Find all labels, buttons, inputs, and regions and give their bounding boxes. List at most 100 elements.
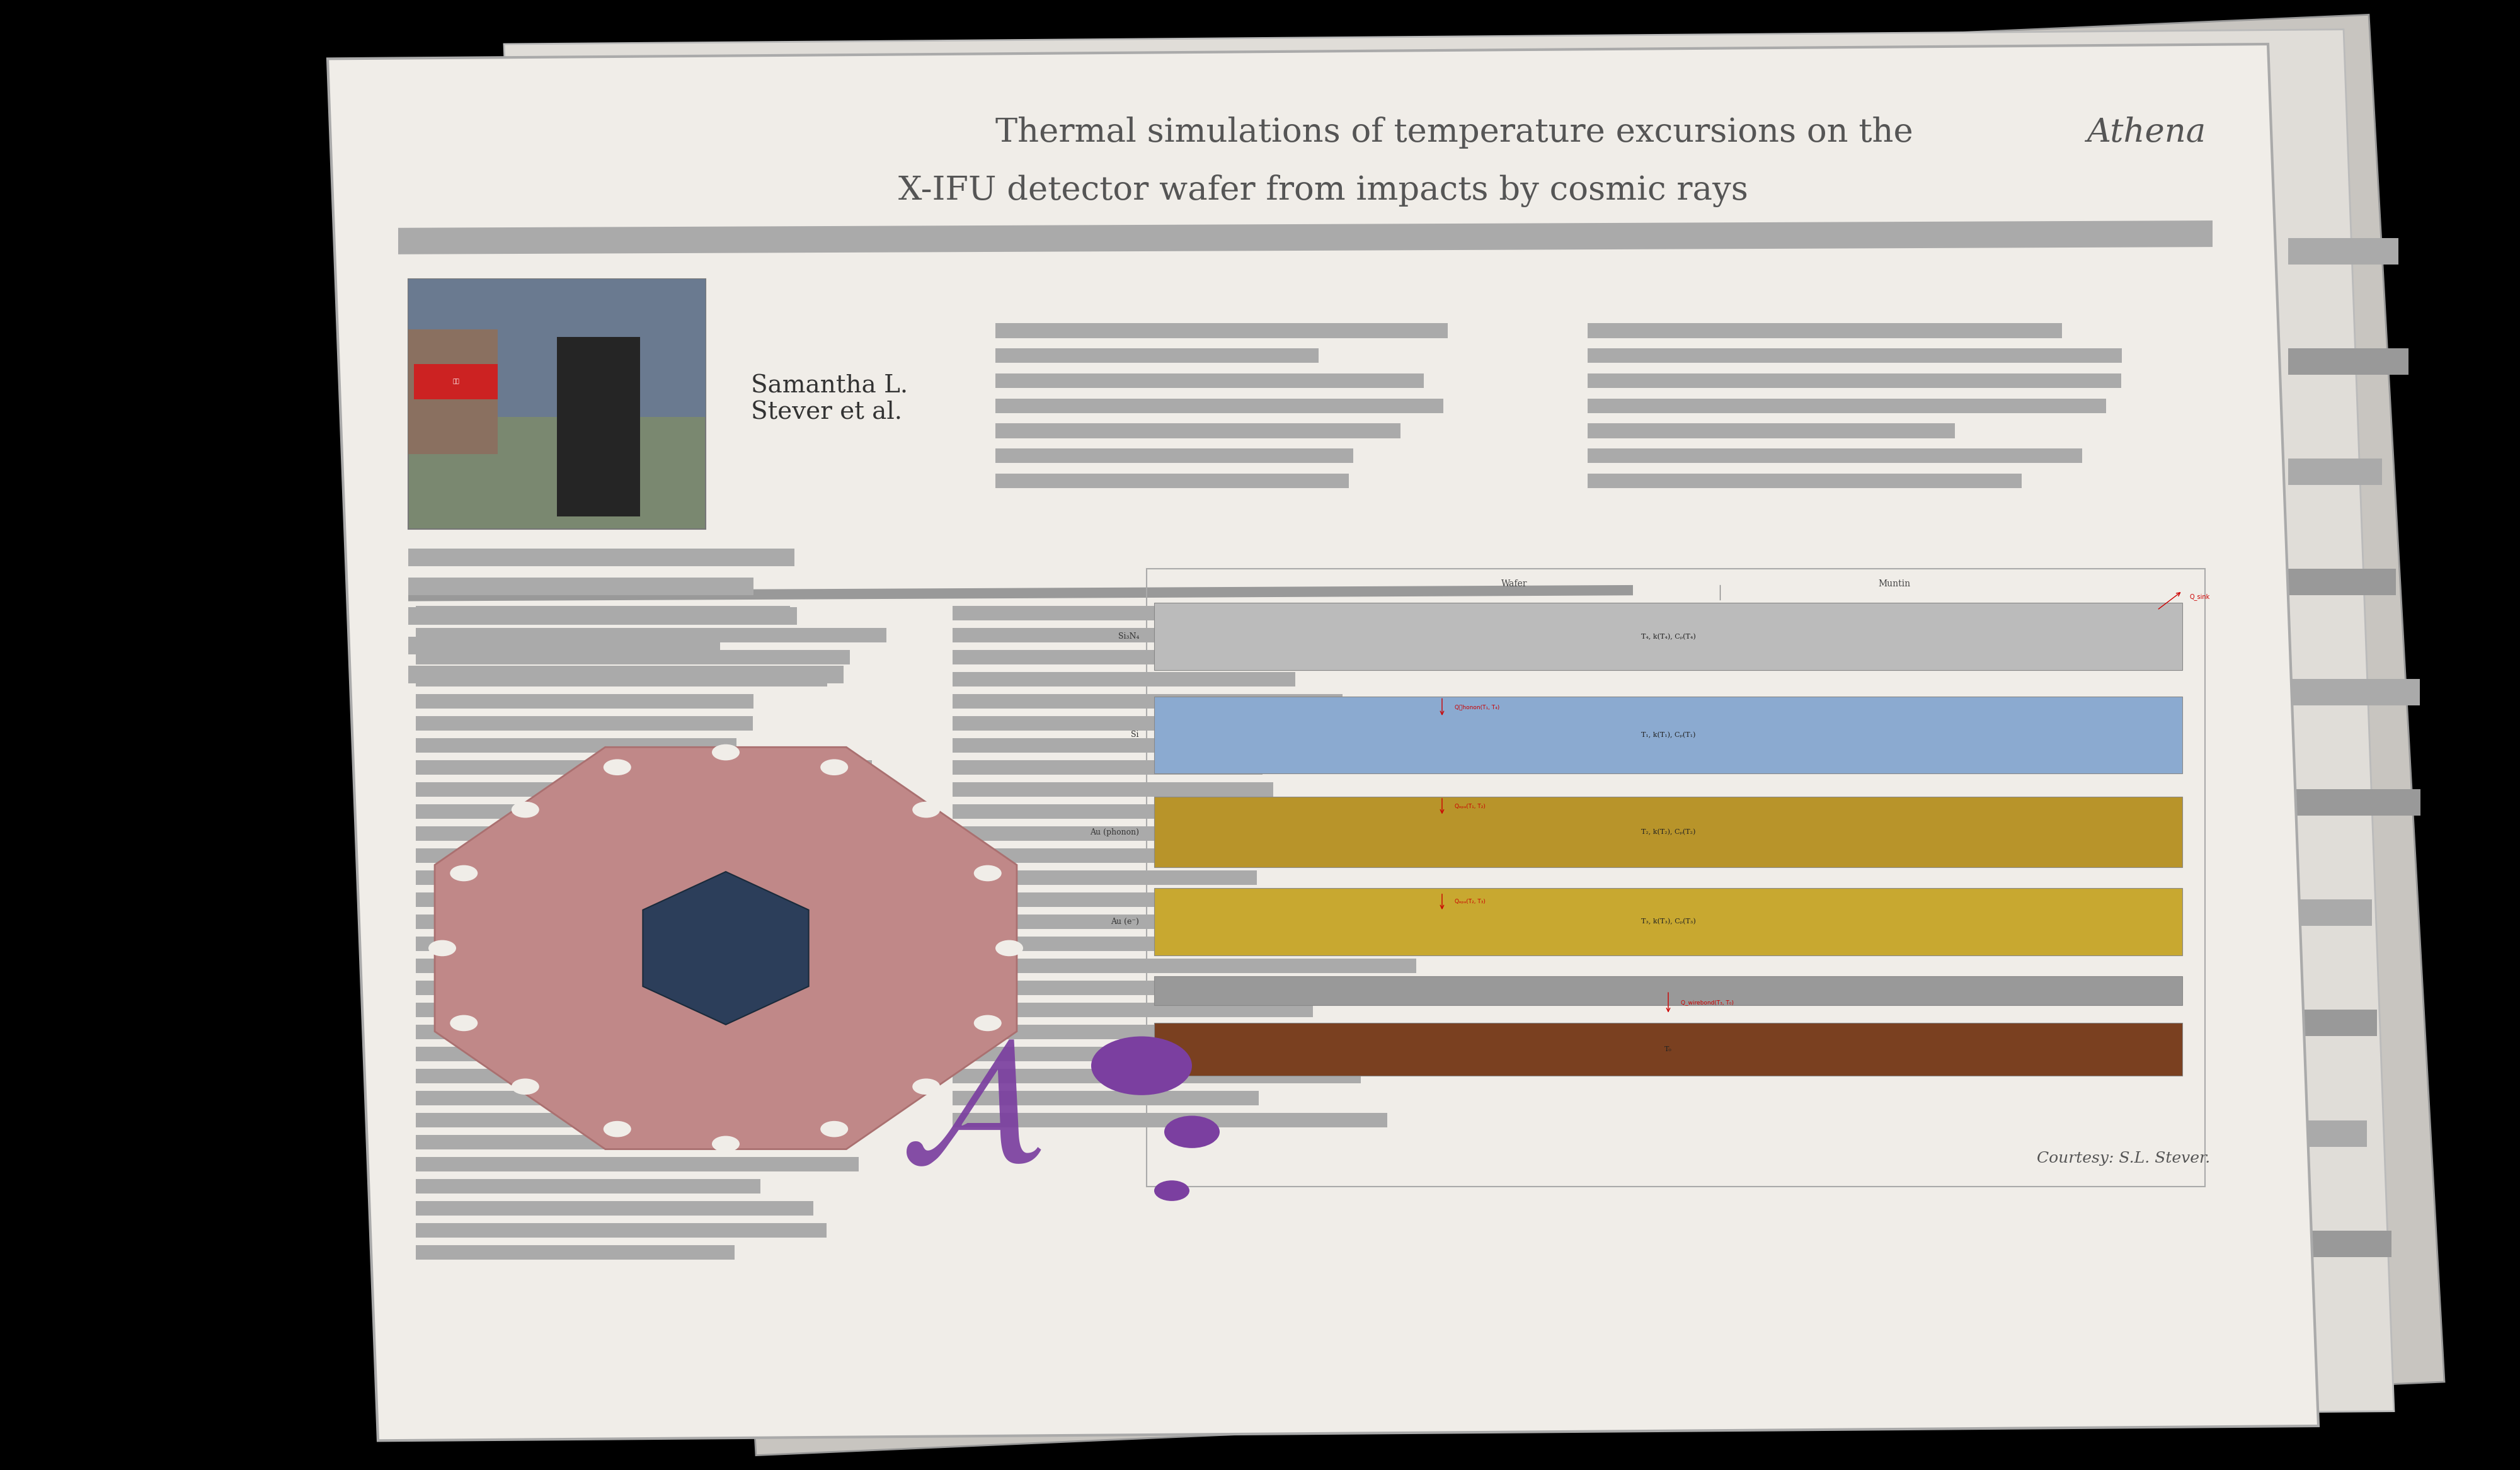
Circle shape — [512, 1079, 539, 1095]
Bar — [416, 1047, 829, 1061]
Bar — [953, 870, 1257, 885]
Bar — [953, 958, 1416, 973]
Bar — [953, 716, 1303, 731]
Bar — [408, 548, 794, 566]
Bar — [408, 578, 753, 595]
Bar — [413, 365, 496, 400]
Bar — [416, 672, 827, 686]
Bar — [2288, 1120, 2366, 1147]
Text: 日本: 日本 — [454, 379, 459, 385]
Bar — [416, 958, 779, 973]
Bar — [995, 348, 1318, 363]
Bar — [416, 892, 764, 907]
Bar — [1154, 697, 2182, 773]
Bar — [1588, 473, 2021, 488]
Text: T₁, k(T₁), Cₚ(T₁): T₁, k(T₁), Cₚ(T₁) — [1641, 732, 1696, 738]
Circle shape — [451, 866, 479, 882]
Text: Qₑₚₐ(T₁, T₂): Qₑₚₐ(T₁, T₂) — [1454, 804, 1484, 808]
Bar — [416, 826, 731, 841]
Bar — [416, 1113, 789, 1127]
Bar — [2288, 789, 2419, 816]
Text: Q_sink: Q_sink — [2190, 594, 2210, 600]
Bar — [953, 760, 1263, 775]
Bar — [2288, 900, 2371, 926]
Text: Au (phonon): Au (phonon) — [1089, 828, 1139, 836]
Bar — [953, 782, 1273, 797]
Bar — [2288, 679, 2419, 706]
Text: Au (e⁻): Au (e⁻) — [1111, 917, 1139, 926]
Circle shape — [1164, 1116, 1220, 1148]
Bar — [1588, 348, 2122, 363]
Polygon shape — [504, 29, 2394, 1426]
Circle shape — [995, 941, 1023, 957]
Bar — [408, 607, 796, 625]
Bar — [416, 848, 890, 863]
Bar — [1154, 797, 2182, 867]
Bar — [953, 980, 1336, 995]
Bar — [995, 473, 1348, 488]
Circle shape — [428, 941, 456, 957]
Text: Qₑₚₐ(T₂, T₃): Qₑₚₐ(T₂, T₃) — [1454, 900, 1484, 904]
Circle shape — [912, 1079, 940, 1095]
Bar — [953, 804, 1381, 819]
Bar — [416, 1157, 859, 1172]
Bar — [416, 870, 867, 885]
Polygon shape — [398, 220, 2213, 254]
Text: T₀: T₀ — [1666, 1047, 1671, 1053]
Bar — [416, 1069, 751, 1083]
Circle shape — [822, 1122, 849, 1138]
Text: T₃, k(T₃), Cₚ(T₃): T₃, k(T₃), Cₚ(T₃) — [1641, 919, 1696, 925]
Bar — [416, 738, 736, 753]
Bar — [416, 1201, 814, 1216]
Bar — [408, 329, 496, 454]
Bar — [2288, 569, 2397, 595]
Bar — [953, 650, 1336, 664]
Bar — [1588, 448, 2082, 463]
Bar — [953, 628, 1414, 642]
Bar — [1147, 569, 2205, 1186]
Circle shape — [822, 759, 849, 775]
Bar — [995, 423, 1401, 438]
Bar — [953, 1091, 1260, 1105]
Bar — [557, 337, 640, 517]
Bar — [953, 738, 1396, 753]
Bar — [2288, 1010, 2376, 1036]
Bar — [1154, 976, 2182, 1005]
Circle shape — [451, 1014, 479, 1030]
Bar — [953, 826, 1265, 841]
Bar — [1588, 398, 2107, 413]
Polygon shape — [643, 872, 809, 1025]
Bar — [416, 804, 847, 819]
Bar — [1154, 603, 2182, 670]
Bar — [953, 848, 1381, 863]
Text: $\mathcal{A}$: $\mathcal{A}$ — [900, 1025, 1041, 1195]
Bar — [995, 398, 1444, 413]
Circle shape — [1154, 1180, 1189, 1201]
Circle shape — [1091, 1036, 1192, 1095]
Bar — [2288, 459, 2381, 485]
Bar — [416, 716, 753, 731]
Bar — [408, 279, 706, 416]
Text: Q₟honon(T₁, T₄): Q₟honon(T₁, T₄) — [1454, 704, 1499, 710]
Bar — [995, 448, 1353, 463]
Polygon shape — [680, 15, 2444, 1455]
Bar — [1154, 888, 2182, 956]
Text: Samantha L.
Stever et al.: Samantha L. Stever et al. — [751, 375, 907, 425]
Bar — [2288, 1230, 2391, 1257]
Circle shape — [602, 759, 630, 775]
Bar — [953, 892, 1356, 907]
Bar — [995, 323, 1446, 338]
Bar — [1588, 423, 1956, 438]
Bar — [953, 1113, 1389, 1127]
Text: Q_wirebond(T₃, T₀): Q_wirebond(T₃, T₀) — [1681, 1000, 1734, 1005]
Circle shape — [973, 866, 1000, 882]
Bar — [416, 694, 753, 709]
Bar — [953, 672, 1295, 686]
Text: Athena: Athena — [2087, 116, 2205, 148]
Bar — [953, 936, 1401, 951]
Bar — [416, 1135, 804, 1150]
Circle shape — [713, 744, 741, 760]
Bar — [1588, 373, 2122, 388]
Bar — [416, 1003, 799, 1017]
Bar — [416, 1245, 736, 1260]
